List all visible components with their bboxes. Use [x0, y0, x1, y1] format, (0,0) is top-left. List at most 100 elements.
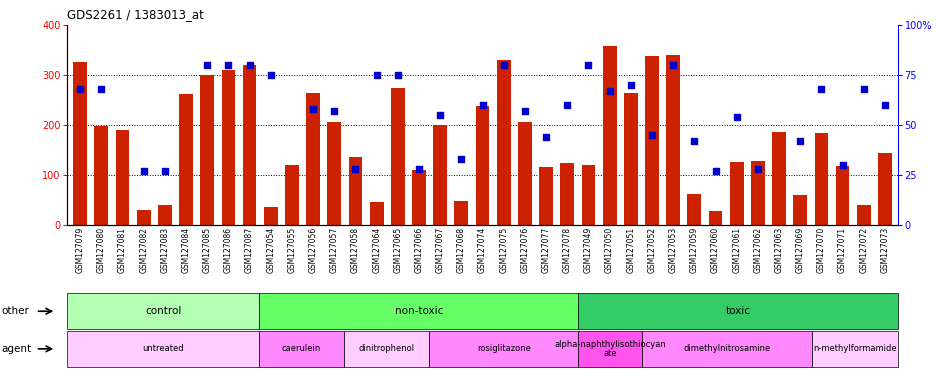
Text: GSM127049: GSM127049	[583, 227, 592, 273]
Text: GSM127052: GSM127052	[647, 227, 656, 273]
Text: GSM127065: GSM127065	[393, 227, 402, 273]
Text: GSM127057: GSM127057	[329, 227, 339, 273]
Text: caerulein: caerulein	[282, 344, 321, 353]
Bar	[179, 94, 193, 225]
Text: GSM127056: GSM127056	[308, 227, 317, 273]
Text: GSM127067: GSM127067	[435, 227, 445, 273]
Bar	[877, 153, 891, 225]
Text: toxic: toxic	[724, 306, 750, 316]
Text: non-toxic: non-toxic	[394, 306, 443, 316]
Bar	[475, 106, 489, 225]
Point	[263, 72, 278, 78]
Bar	[200, 75, 214, 225]
Point	[834, 162, 849, 168]
Point	[665, 62, 680, 68]
Text: other: other	[1, 306, 29, 316]
Text: GSM127070: GSM127070	[816, 227, 825, 273]
Bar	[560, 163, 574, 225]
Text: GSM127072: GSM127072	[858, 227, 868, 273]
Point	[305, 106, 320, 112]
Bar	[623, 93, 637, 225]
Point	[475, 102, 490, 108]
Text: GSM127082: GSM127082	[139, 227, 148, 273]
Point	[411, 166, 426, 172]
Bar	[708, 211, 722, 225]
Text: GSM127086: GSM127086	[224, 227, 233, 273]
Text: GSM127050: GSM127050	[605, 227, 613, 273]
Text: GSM127068: GSM127068	[457, 227, 465, 273]
Text: GSM127064: GSM127064	[372, 227, 381, 273]
Text: GSM127077: GSM127077	[541, 227, 550, 273]
Bar	[793, 195, 806, 225]
Bar	[158, 205, 171, 225]
Bar	[687, 194, 700, 225]
Point	[602, 88, 617, 94]
Point	[432, 112, 447, 118]
Bar	[285, 165, 299, 225]
Point	[390, 72, 405, 78]
Text: GSM127066: GSM127066	[414, 227, 423, 273]
Point	[73, 86, 88, 92]
Text: GSM127061: GSM127061	[731, 227, 740, 273]
Text: rosiglitazone: rosiglitazone	[476, 344, 530, 353]
Text: agent: agent	[1, 344, 31, 354]
Bar	[729, 162, 743, 225]
Point	[453, 156, 468, 162]
Point	[856, 86, 870, 92]
Point	[813, 86, 828, 92]
Bar	[95, 126, 109, 225]
Text: dimethylnitrosamine: dimethylnitrosamine	[683, 344, 770, 353]
Bar	[602, 46, 616, 225]
Bar	[538, 167, 552, 225]
Point	[199, 62, 214, 68]
Point	[559, 102, 574, 108]
Text: GSM127084: GSM127084	[182, 227, 190, 273]
Point	[496, 62, 511, 68]
Text: untreated: untreated	[142, 344, 183, 353]
Point	[580, 62, 595, 68]
Bar	[370, 202, 383, 225]
Bar	[73, 63, 87, 225]
Text: GSM127071: GSM127071	[837, 227, 846, 273]
Bar	[665, 55, 680, 225]
Bar	[242, 65, 256, 225]
Bar	[264, 207, 277, 225]
Bar	[771, 132, 785, 225]
Bar	[412, 170, 426, 225]
Text: GSM127078: GSM127078	[563, 227, 571, 273]
Text: GSM127053: GSM127053	[668, 227, 677, 273]
Bar	[115, 130, 129, 225]
Text: GDS2261 / 1383013_at: GDS2261 / 1383013_at	[67, 8, 204, 21]
Text: alpha-naphthylisothiocyan
ate: alpha-naphthylisothiocyan ate	[554, 339, 665, 358]
Point	[221, 62, 236, 68]
Text: GSM127060: GSM127060	[710, 227, 719, 273]
Text: GSM127073: GSM127073	[880, 227, 888, 273]
Text: GSM127076: GSM127076	[519, 227, 529, 273]
Point	[327, 108, 342, 114]
Text: GSM127075: GSM127075	[499, 227, 507, 273]
Point	[369, 72, 384, 78]
Bar	[327, 122, 341, 225]
Bar	[137, 210, 151, 225]
Bar	[221, 70, 235, 225]
Point	[728, 114, 743, 120]
Point	[157, 168, 172, 174]
Point	[241, 62, 256, 68]
Bar	[518, 122, 532, 225]
Text: n-methylformamide: n-methylformamide	[812, 344, 896, 353]
Text: control: control	[145, 306, 182, 316]
Bar	[390, 88, 404, 225]
Text: GSM127054: GSM127054	[266, 227, 275, 273]
Text: GSM127083: GSM127083	[160, 227, 169, 273]
Bar	[835, 166, 849, 225]
Point	[750, 166, 765, 172]
Bar	[750, 161, 764, 225]
Point	[644, 132, 659, 138]
Point	[792, 138, 807, 144]
Point	[686, 138, 701, 144]
Text: GSM127085: GSM127085	[202, 227, 212, 273]
Bar	[348, 157, 362, 225]
Point	[538, 134, 553, 140]
Bar	[856, 205, 870, 225]
Bar	[581, 165, 594, 225]
